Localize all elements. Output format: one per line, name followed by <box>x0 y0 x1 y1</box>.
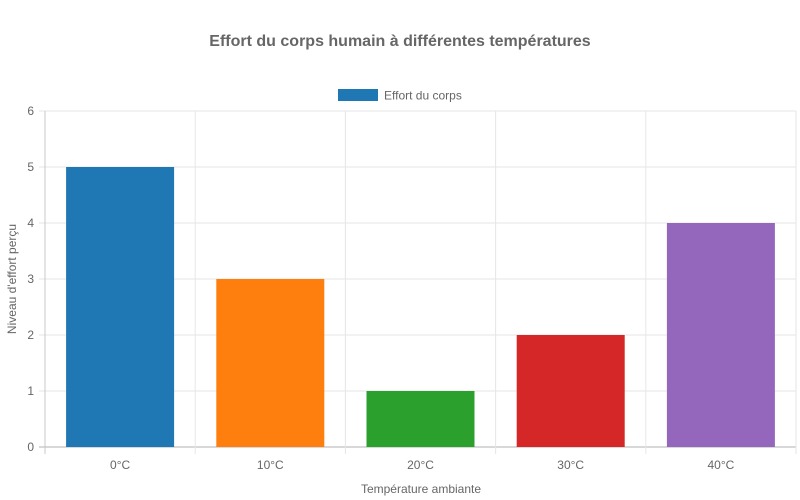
chart-title: Effort du corps humain à différentes tem… <box>209 33 591 50</box>
legend-swatch <box>338 89 378 101</box>
x-axis-ticks: 0°C 10°C 20°C 30°C 40°C <box>110 458 735 472</box>
x-axis-label: Température ambiante <box>361 482 481 496</box>
x-tick-label: 10°C <box>257 458 284 472</box>
x-tick-label: 20°C <box>407 458 434 472</box>
y-tick-label: 5 <box>27 160 34 174</box>
bar[interactable] <box>666 223 775 447</box>
x-tick-label: 0°C <box>110 458 130 472</box>
y-tick-label: 2 <box>27 328 34 342</box>
y-axis-ticks: 0 1 2 3 4 5 6 <box>27 104 34 454</box>
x-tick-label: 30°C <box>557 458 584 472</box>
legend[interactable]: Effort du corps <box>338 89 462 103</box>
legend-label: Effort du corps <box>384 89 462 103</box>
y-tick-label: 3 <box>27 272 34 286</box>
bar[interactable] <box>66 167 175 447</box>
bar[interactable] <box>366 391 475 447</box>
bar[interactable] <box>516 335 625 447</box>
y-tick-label: 1 <box>27 384 34 398</box>
y-tick-label: 4 <box>27 216 34 230</box>
x-tick-label: 40°C <box>707 458 734 472</box>
y-tick-label: 0 <box>27 440 34 454</box>
bar[interactable] <box>216 279 325 447</box>
y-tick-label: 6 <box>27 104 34 118</box>
y-axis-label: Niveau d'effort perçu <box>5 224 19 334</box>
bars <box>66 167 775 447</box>
